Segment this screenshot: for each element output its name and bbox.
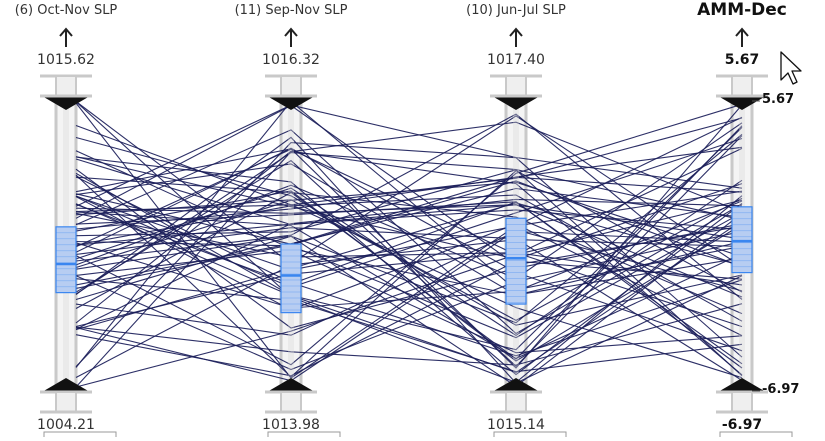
data-line: [75, 135, 743, 367]
axis-max-label: 1017.40: [487, 52, 545, 68]
triangle-handle-icon[interactable]: [492, 96, 540, 110]
triangle-handle-icon[interactable]: [42, 96, 90, 110]
handle-stem: [55, 75, 77, 97]
filter-upper-value: 5.67: [762, 92, 795, 107]
quartile-box[interactable]: [55, 226, 77, 294]
data-line: [75, 200, 743, 309]
data-line: [75, 204, 743, 379]
data-line: [75, 249, 743, 354]
axis-min-label: -6.97: [721, 417, 763, 433]
data-line: [75, 113, 743, 300]
data-line: [75, 227, 743, 381]
triangle-handle-icon[interactable]: [718, 378, 766, 392]
handle-stem: [731, 75, 753, 97]
up-arrow-icon[interactable]: [509, 27, 523, 37]
handle-stem: [505, 391, 527, 413]
mouse-pointer-icon: [780, 51, 802, 85]
axis-min-label: 1013.98: [262, 417, 320, 433]
data-line: [75, 117, 743, 206]
data-line: [75, 303, 743, 366]
axis-title-jun-jul-slp[interactable]: (10) Jun-Jul SLP: [466, 3, 566, 18]
data-line: [75, 239, 743, 378]
triangle-handle-icon[interactable]: [267, 96, 315, 110]
data-line: [75, 101, 743, 268]
triangle-handle-icon[interactable]: [718, 96, 766, 110]
filter-lower-value: -6.97: [762, 382, 800, 397]
handle-stem: [280, 75, 302, 97]
data-line: [75, 229, 743, 382]
up-arrow-icon[interactable]: [735, 27, 749, 37]
quartile-box[interactable]: [280, 243, 302, 314]
data-line: [75, 125, 743, 360]
quartile-box[interactable]: [731, 206, 753, 274]
data-line: [75, 260, 743, 377]
data-line: [75, 230, 743, 371]
up-arrow-icon[interactable]: [59, 27, 73, 37]
data-line: [75, 137, 743, 288]
data-line: [75, 101, 743, 384]
data-line: [75, 104, 743, 207]
up-arrow-icon[interactable]: [284, 27, 298, 37]
handle-stem: [280, 391, 302, 413]
triangle-handle-icon[interactable]: [267, 378, 315, 392]
data-line: [75, 203, 743, 374]
axis-min-label: 1015.14: [487, 417, 545, 433]
data-line: [75, 103, 743, 366]
data-line: [75, 121, 743, 388]
data-line: [75, 147, 743, 388]
axis-title-amm-dec[interactable]: AMM-Dec: [697, 0, 787, 20]
axis-title-sep-nov-slp[interactable]: (11) Sep-Nov SLP: [234, 3, 348, 18]
data-line: [75, 146, 743, 245]
handle-stem: [505, 75, 527, 97]
data-line: [75, 179, 743, 337]
quartile-box[interactable]: [505, 217, 527, 305]
data-line: [75, 196, 743, 337]
data-line: [75, 278, 743, 373]
data-line: [75, 212, 743, 387]
triangle-handle-icon[interactable]: [492, 378, 540, 392]
data-line: [75, 116, 743, 271]
axis-max-label: 1015.62: [37, 52, 95, 68]
data-line: [75, 163, 743, 296]
axis-min-label: 1004.21: [37, 417, 95, 433]
data-line: [75, 104, 743, 369]
data-line: [75, 148, 743, 256]
data-line: [75, 136, 743, 384]
axis-title-oct-nov-slp[interactable]: (6) Oct-Nov SLP: [14, 3, 118, 18]
data-line: [75, 158, 743, 240]
data-line: [75, 180, 743, 289]
handle-stem: [731, 391, 753, 413]
axis-max-label: 1016.32: [262, 52, 320, 68]
data-line: [75, 176, 743, 357]
handle-stem: [55, 391, 77, 413]
data-line: [75, 192, 743, 315]
axis-max-label: 5.67: [724, 52, 760, 68]
triangle-handle-icon[interactable]: [42, 378, 90, 392]
data-line: [75, 202, 743, 331]
